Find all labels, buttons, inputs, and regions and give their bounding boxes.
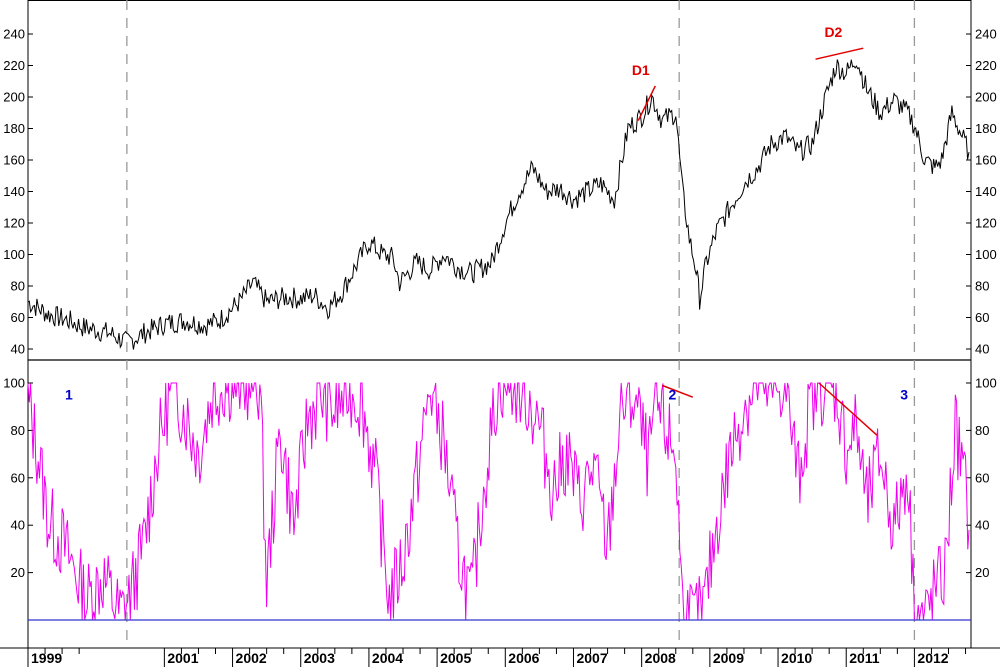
price-line <box>27 59 970 350</box>
x-tick-label: 2009 <box>713 650 744 666</box>
oscillator-y-tick-label: 40 <box>11 518 25 533</box>
divergence-line <box>661 384 694 398</box>
oscillator-y-tick-label: 20 <box>975 565 989 580</box>
x-tick-label: 2012 <box>917 650 948 666</box>
oscillator-line <box>27 382 970 621</box>
price-y-tick-label: 80 <box>975 279 989 294</box>
price-y-tick-label: 60 <box>975 310 989 325</box>
oscillator-y-axis: 20 20 40 40 60 60 80 80 100 100 <box>3 376 996 581</box>
price-y-tick-label: 180 <box>975 121 997 136</box>
oscillator-y-tick-label: 80 <box>975 423 989 438</box>
x-tick-label: 2011 <box>849 650 880 666</box>
cycle-marker-label: 3 <box>900 386 908 402</box>
price-y-tick-label: 40 <box>11 342 25 357</box>
price-y-tick-label: 160 <box>975 153 997 168</box>
x-tick-label: 2006 <box>508 650 539 666</box>
oscillator-y-tick-label: 60 <box>11 470 25 485</box>
oscillator-y-tick-label: 80 <box>11 423 25 438</box>
price-y-tick-label: 220 <box>975 58 997 73</box>
price-y-tick-label: 140 <box>3 184 25 199</box>
price-y-tick-label: 200 <box>975 90 997 105</box>
price-y-tick-label: 120 <box>975 216 997 231</box>
plot-border <box>27 0 972 649</box>
price-y-tick-label: 240 <box>975 27 997 42</box>
oscillator-y-tick-label: 100 <box>3 376 25 391</box>
price-y-tick-label: 60 <box>11 310 25 325</box>
oscillator-y-tick-label: 100 <box>975 376 997 391</box>
divergence-line <box>815 47 864 60</box>
price-y-axis: 40 40 60 60 80 80 100 100 120 120 140 140 160 160 180 1… <box>3 27 996 357</box>
price-y-tick-label: 180 <box>3 121 25 136</box>
x-tick-label: 2002 <box>236 650 267 666</box>
cycle-marker-label: 2 <box>668 386 676 402</box>
x-tick-label: 2010 <box>781 650 812 666</box>
oscillator-series <box>27 382 971 621</box>
chart-frame <box>0 0 1000 649</box>
oscillator-y-tick-label: 20 <box>11 565 25 580</box>
x-axis: 1999 2001 2002 2003 2004 2005 2006 2007 2008 2009… <box>27 648 967 667</box>
price-y-tick-label: 40 <box>975 342 989 357</box>
price-y-tick-label: 140 <box>975 184 997 199</box>
cycle-marker-label: 1 <box>65 386 73 402</box>
divergence-line <box>818 382 878 436</box>
x-tick-label: 2005 <box>440 650 471 666</box>
divergence-label: D1 <box>632 62 650 78</box>
price-y-tick-label: 240 <box>3 27 25 42</box>
x-tick-label: 2008 <box>645 650 676 666</box>
divergence-line <box>637 85 656 121</box>
price-series <box>27 59 970 350</box>
annotations: D1 D2 1 2 3 <box>65 24 908 436</box>
price-y-tick-label: 100 <box>3 247 25 262</box>
cycle-lines <box>126 0 916 648</box>
price-y-tick-label: 160 <box>3 153 25 168</box>
x-tick-label: 2003 <box>304 650 335 666</box>
oscillator-y-tick-label: 40 <box>975 518 989 533</box>
x-tick-label: 2004 <box>372 650 403 666</box>
x-tick-label: 2001 <box>167 650 198 666</box>
x-tick-label: 2007 <box>576 650 607 666</box>
price-y-tick-label: 220 <box>3 58 25 73</box>
divergence-label: D2 <box>824 24 842 40</box>
price-y-tick-label: 80 <box>11 279 25 294</box>
x-tick-label: 1999 <box>31 650 62 666</box>
price-y-tick-label: 100 <box>975 247 997 262</box>
price-y-tick-label: 200 <box>3 90 25 105</box>
price-y-tick-label: 120 <box>3 216 25 231</box>
oscillator-y-tick-label: 60 <box>975 470 989 485</box>
